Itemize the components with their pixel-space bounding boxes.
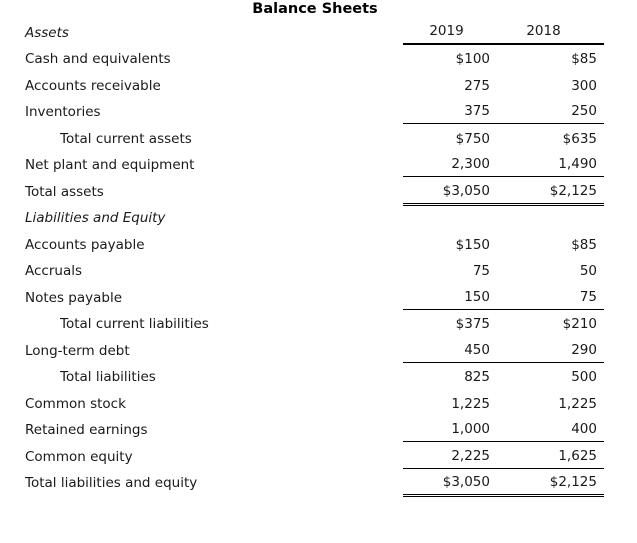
row-liabilities-and-equity-section: Liabilities and Equity: [0, 204, 630, 231]
cell-2018: 500: [571, 369, 597, 385]
balance-sheet-table: Assets 2019 2018 Cash and equivalents $1…: [0, 18, 630, 497]
row-label: Total assets: [25, 183, 104, 200]
column-header-2019: 2019: [429, 22, 464, 39]
cell-2019: $375: [455, 316, 490, 332]
cell-2019: 75: [472, 263, 490, 279]
cell-2019: 275: [464, 77, 490, 94]
row-label: Total liabilities and equity: [25, 475, 198, 491]
row-label: Inventories: [25, 104, 101, 120]
section-label-assets: Assets: [25, 24, 69, 41]
row-label: Net plant and equipment: [25, 157, 195, 173]
cell-2018: 50: [579, 263, 597, 279]
cell-2018: $2,125: [549, 474, 597, 490]
row-label: Accounts receivable: [25, 77, 161, 94]
section-label-liabilities-and-equity: Liabilities and Equity: [25, 210, 166, 226]
row-label: Cash and equivalents: [25, 51, 171, 67]
cell-2019: $3,050: [442, 474, 490, 490]
cell-2018: $2,125: [549, 182, 597, 199]
table-header-row: Assets 2019 2018: [0, 18, 630, 45]
cell-2018: 400: [571, 421, 597, 437]
row-cash-and-equivalents: Cash and equivalents $100 $85: [0, 45, 630, 72]
cell-2018: $85: [571, 236, 597, 253]
row-common-equity: Common equity 2,225 1,625: [0, 442, 630, 469]
row-label: Notes payable: [25, 289, 123, 306]
cell-2018: 1,490: [558, 156, 597, 172]
cell-2019: 375: [464, 103, 490, 119]
cell-2019: $3,050: [442, 182, 490, 199]
row-accounts-payable: Accounts payable $150 $85: [0, 230, 630, 257]
cell-2018: 300: [571, 77, 597, 94]
row-total-current-assets: Total current assets $750 $635: [0, 124, 630, 151]
cell-2018: $635: [562, 130, 597, 147]
cell-2018: 1,225: [558, 395, 597, 412]
row-total-current-liabilities: Total current liabilities $375 $210: [0, 310, 630, 337]
row-total-assets: Total assets $3,050 $2,125: [0, 177, 630, 205]
row-inventories: Inventories 375 250: [0, 98, 630, 124]
cell-2018: 75: [579, 288, 597, 305]
cell-2019: 2,300: [451, 156, 490, 172]
row-notes-payable: Notes payable 150 75: [0, 283, 630, 310]
row-label: Common equity: [25, 448, 133, 465]
cell-2019: 1,225: [451, 395, 490, 412]
cell-2018: $210: [562, 316, 597, 332]
row-label: Total current assets: [60, 130, 192, 147]
row-label: Total current liabilities: [60, 316, 209, 332]
cell-2018: 1,625: [558, 447, 597, 464]
cell-2019: 150: [464, 288, 490, 305]
row-label: Total liabilities: [60, 369, 156, 385]
cell-2019: 825: [464, 369, 490, 385]
row-label: Accruals: [25, 263, 83, 279]
row-retained-earnings: Retained earnings 1,000 400: [0, 416, 630, 442]
row-total-liabilities: Total liabilities 825 500: [0, 363, 630, 390]
row-label: Common stock: [25, 395, 126, 412]
cell-2019: $100: [455, 51, 490, 67]
cell-2018: 290: [571, 341, 597, 358]
cell-2018: $85: [571, 51, 597, 67]
cell-2018: 250: [571, 103, 597, 119]
column-headers: 2019 2018: [403, 18, 604, 45]
column-header-2018: 2018: [526, 22, 561, 39]
row-common-stock: Common stock 1,225 1,225: [0, 389, 630, 416]
cell-2019: $750: [455, 130, 490, 147]
row-accruals: Accruals 75 50: [0, 257, 630, 284]
row-accounts-receivable: Accounts receivable 275 300: [0, 71, 630, 98]
row-long-term-debt: Long-term debt 450 290: [0, 336, 630, 363]
row-net-plant-and-equipment: Net plant and equipment 2,300 1,490: [0, 151, 630, 177]
cell-2019: 2,225: [451, 447, 490, 464]
cell-2019: 450: [464, 341, 490, 358]
row-total-liabilities-and-equity: Total liabilities and equity $3,050 $2,1…: [0, 469, 630, 497]
cell-2019: 1,000: [451, 421, 490, 437]
row-label: Long-term debt: [25, 342, 130, 359]
balance-sheet: Balance Sheets Assets 2019 2018 Cash and…: [0, 1, 630, 497]
cell-2019: $150: [455, 236, 490, 253]
row-label: Accounts payable: [25, 236, 145, 253]
row-label: Retained earnings: [25, 422, 148, 438]
page-title: Balance Sheets: [252, 1, 378, 17]
